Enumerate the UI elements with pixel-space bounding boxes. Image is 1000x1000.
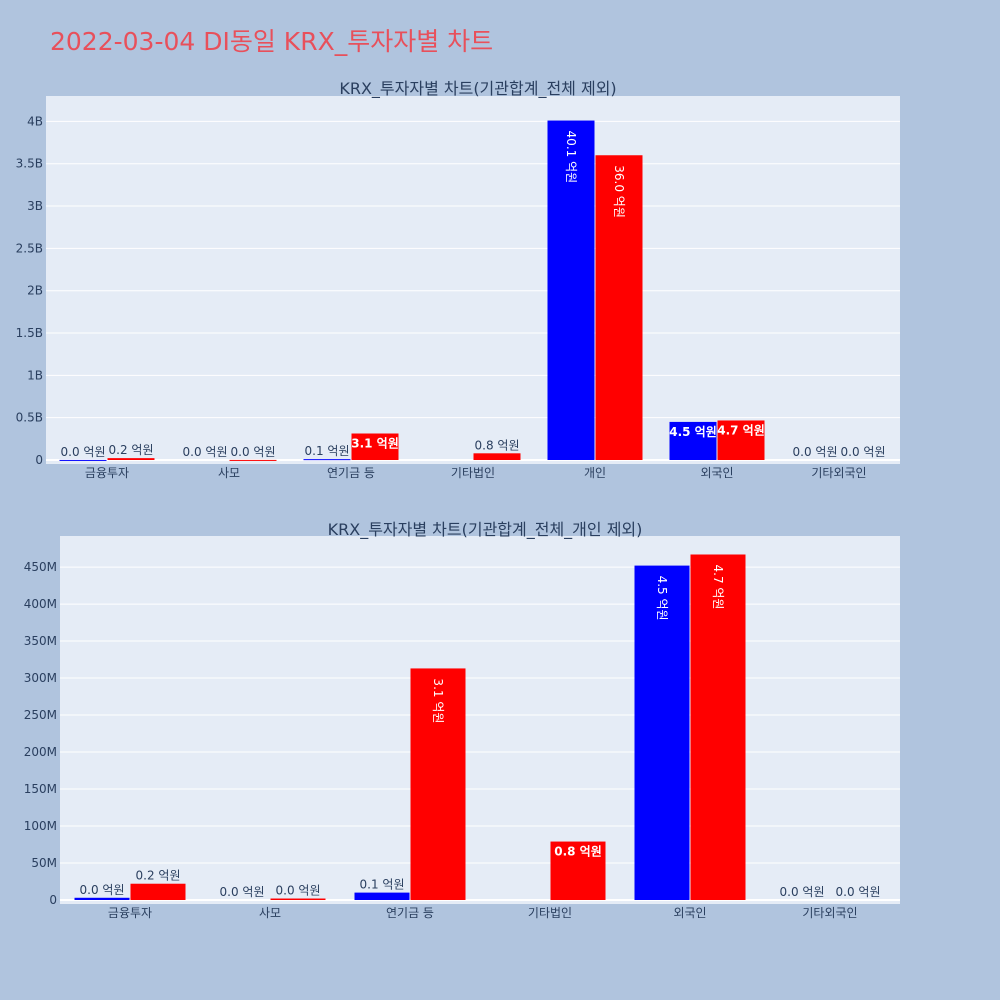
- x-tick-label: 연기금 등: [386, 906, 434, 920]
- bar[interactable]: [229, 459, 277, 461]
- chart-title: KRX_투자자별 차트(기관합계_전체_개인 제외): [328, 520, 643, 540]
- data-label: 0.0 억원: [80, 883, 125, 897]
- chart-bottom: 0 50M 100M 150M 200M 250M 300M 350M 400M 450M KRX_…: [24, 520, 900, 920]
- x-tick-label: 금융투자: [108, 906, 152, 920]
- y-tick-label: 450M: [24, 560, 57, 574]
- data-label: 0.2 억원: [136, 869, 181, 883]
- data-label: 0.0 억원: [183, 445, 228, 459]
- x-tick-label: 기타외국인: [802, 906, 857, 920]
- data-label: 0.8 억원: [475, 438, 520, 452]
- bar[interactable]: [354, 892, 410, 900]
- y-tick-label: 1B: [27, 368, 43, 382]
- x-tick-label: 외국인: [700, 466, 733, 480]
- y-tick-label: 1.5B: [16, 326, 43, 340]
- data-label: 4.5 억원: [655, 576, 669, 621]
- bar[interactable]: [634, 565, 690, 900]
- y-tick-label: 150M: [24, 782, 57, 796]
- y-tick-label: 400M: [24, 597, 57, 611]
- x-tick-label: 사모: [259, 906, 281, 920]
- data-label: 0.0 억원: [793, 445, 838, 459]
- data-label: 0.0 억원: [836, 885, 881, 899]
- y-tick-label: 0: [35, 453, 43, 467]
- bar[interactable]: [351, 433, 399, 460]
- x-tick-label: 사모: [218, 466, 240, 480]
- y-tick-label: 2.5B: [16, 241, 43, 255]
- x-tick-label: 기타외국인: [811, 466, 866, 480]
- bar[interactable]: [717, 420, 765, 460]
- y-tick-label: 50M: [31, 856, 57, 870]
- y-tick-label: 3.5B: [16, 157, 43, 171]
- bar[interactable]: [669, 421, 717, 460]
- data-label: 0.1 억원: [305, 444, 350, 458]
- data-label: 4.5 억원: [669, 425, 717, 439]
- bar[interactable]: [410, 668, 466, 900]
- page-title: 2022-03-04 DI동일 KRX_투자자별 차트: [50, 27, 494, 56]
- x-tick-label: 금융투자: [85, 466, 129, 480]
- bar[interactable]: [270, 898, 326, 900]
- data-label: 0.2 억원: [109, 443, 154, 457]
- y-tick-label: 3B: [27, 199, 43, 213]
- bar[interactable]: [547, 120, 595, 461]
- bar[interactable]: [550, 841, 606, 900]
- y-tick-label: 300M: [24, 671, 57, 685]
- data-label: 0.0 억원: [220, 885, 265, 899]
- x-tick-label: 기타법인: [528, 906, 572, 920]
- data-label: 4.7 억원: [711, 564, 725, 609]
- bar[interactable]: [690, 554, 746, 900]
- y-tick-label: 2B: [27, 284, 43, 298]
- x-tick-label: 개인: [584, 466, 606, 480]
- data-label: 0.0 억원: [841, 445, 886, 459]
- y-tick-label: 200M: [24, 745, 57, 759]
- y-tick-label: 0: [49, 893, 57, 907]
- data-label: 4.7 억원: [717, 423, 765, 437]
- data-label: 36.0 억원: [612, 165, 626, 218]
- data-label: 0.1 억원: [360, 878, 405, 892]
- data-label: 40.1 억원: [564, 131, 578, 184]
- x-tick-label: 연기금 등: [327, 466, 375, 480]
- x-tick-label: 외국인: [673, 906, 706, 920]
- y-tick-label: 350M: [24, 634, 57, 648]
- y-tick-label: 4B: [27, 114, 43, 128]
- bar[interactable]: [59, 459, 107, 461]
- data-label: 3.1 억원: [431, 678, 445, 723]
- x-tick-label: 기타법인: [451, 466, 495, 480]
- data-label: 0.8 억원: [554, 845, 602, 859]
- data-label: 0.0 억원: [780, 885, 825, 899]
- data-label: 0.0 억원: [231, 445, 276, 459]
- y-tick-label: 250M: [24, 708, 57, 722]
- chart-title: KRX_투자자별 차트(기관합계_전체 제외): [339, 79, 616, 99]
- plot-area: [46, 96, 900, 464]
- bar[interactable]: [595, 155, 643, 461]
- data-label: 0.0 억원: [276, 884, 321, 898]
- bar[interactable]: [303, 459, 351, 461]
- y-tick-label: 100M: [24, 819, 57, 833]
- bar[interactable]: [130, 883, 186, 900]
- data-label: 3.1 억원: [351, 437, 399, 451]
- bar[interactable]: [74, 897, 130, 900]
- plot-area: [60, 536, 900, 904]
- bar[interactable]: [473, 453, 521, 460]
- bar[interactable]: [107, 458, 155, 460]
- chart-top: 0 0.5B 1B 1.5B 2B 2.5B 3B 3.5B 4B KRX_투자자별 차트(기관합…: [16, 79, 900, 480]
- data-label: 0.0 억원: [61, 445, 106, 459]
- y-tick-label: 0.5B: [16, 411, 43, 425]
